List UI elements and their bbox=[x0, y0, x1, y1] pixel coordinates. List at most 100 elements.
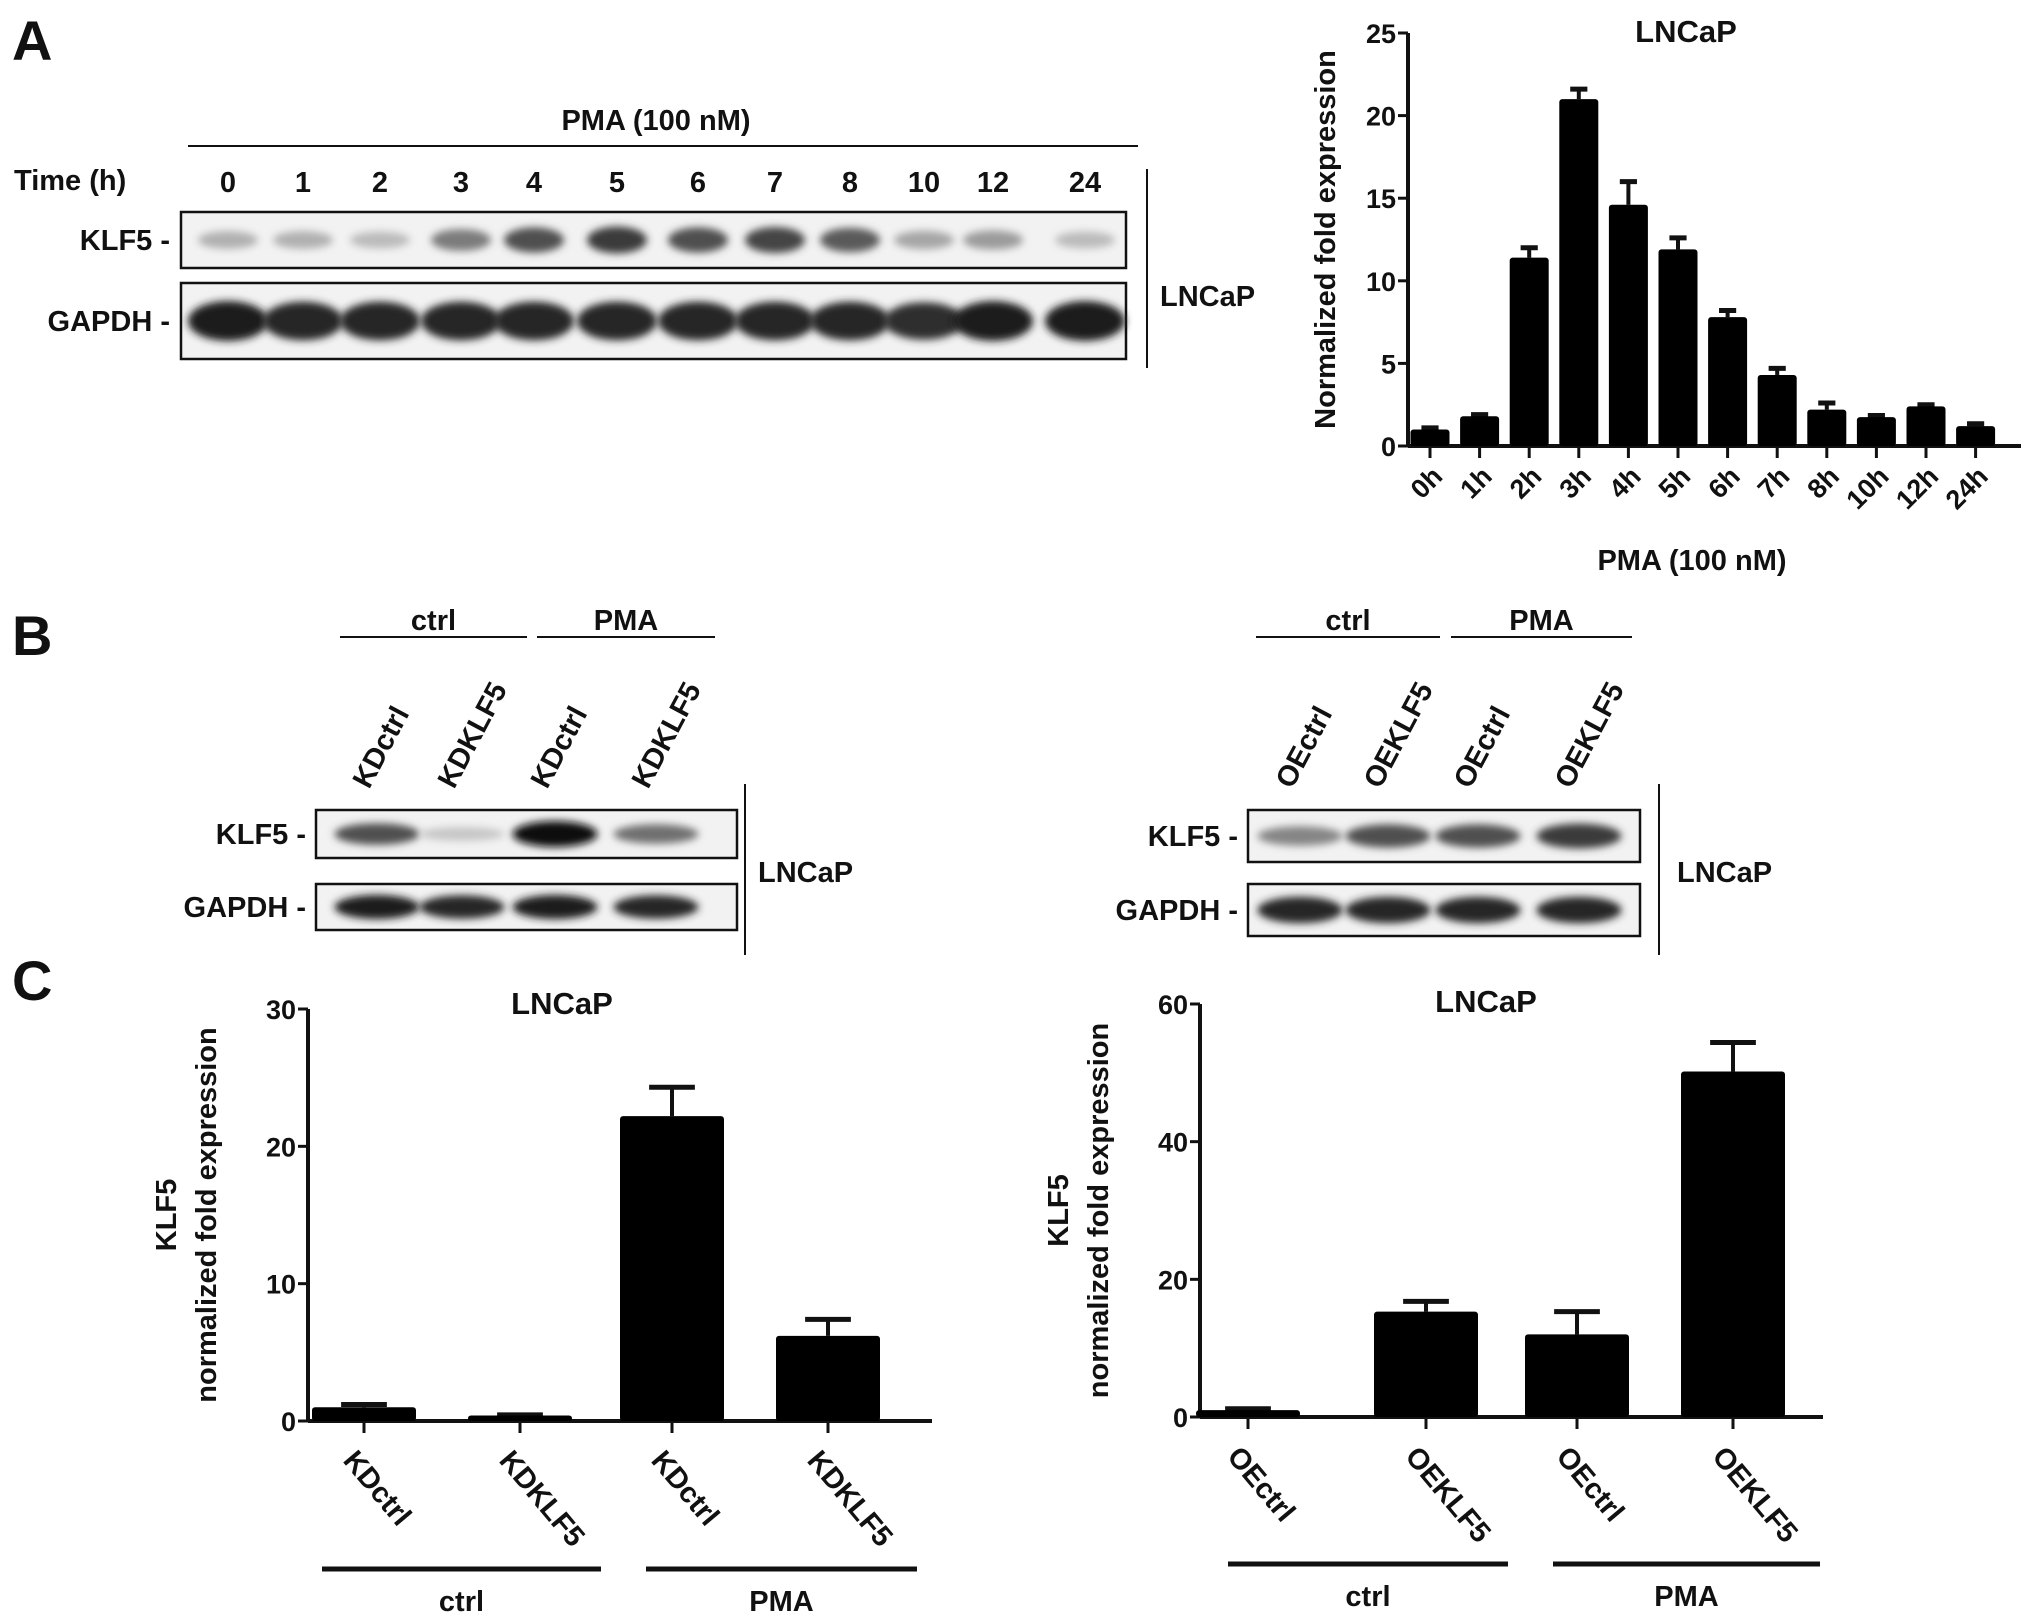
lane-label: 24 bbox=[1069, 167, 1101, 199]
lane-label: 6 bbox=[690, 167, 706, 199]
lane-label: KDctrl bbox=[525, 701, 594, 793]
blot-band bbox=[577, 301, 657, 341]
blot-band bbox=[334, 823, 420, 845]
blot-band bbox=[1536, 823, 1622, 849]
bar bbox=[1906, 406, 1946, 446]
x-tick-label: KDctrl bbox=[645, 1445, 725, 1532]
bar bbox=[1460, 416, 1500, 446]
blot-band bbox=[894, 230, 954, 250]
blot-band bbox=[512, 894, 598, 920]
y-tick-label: 10 bbox=[266, 1270, 296, 1300]
x-tick-label: KDKLF5 bbox=[801, 1445, 899, 1553]
lane-label: 3 bbox=[453, 167, 469, 199]
blot-band bbox=[587, 226, 647, 254]
bar bbox=[1757, 374, 1797, 446]
x-axis-label: PMA (100 nM) bbox=[1597, 545, 1786, 577]
blot-band bbox=[1536, 896, 1622, 924]
blot-band bbox=[1045, 301, 1125, 341]
group-label: ctrl bbox=[1345, 1581, 1390, 1613]
x-tick-label: 24h bbox=[1940, 461, 1994, 515]
blot-band bbox=[613, 895, 699, 919]
y-tick-label: 20 bbox=[1366, 102, 1396, 132]
bar bbox=[620, 1116, 724, 1421]
blot-band bbox=[963, 230, 1023, 250]
lane-label: KDctrl bbox=[347, 701, 416, 793]
x-tick-label: OEctrl bbox=[1221, 1441, 1301, 1528]
blot-band bbox=[953, 301, 1033, 341]
blot-band bbox=[494, 301, 574, 341]
x-tick-label: 6h bbox=[1702, 461, 1745, 504]
group-label: PMA bbox=[749, 1586, 814, 1618]
lane-label: 1 bbox=[295, 167, 311, 199]
x-tick-label: 8h bbox=[1802, 461, 1845, 504]
group-label: PMA bbox=[594, 605, 659, 637]
bar bbox=[776, 1335, 880, 1421]
x-tick-label: OEKLF5 bbox=[1706, 1441, 1804, 1549]
blot-band bbox=[431, 229, 491, 251]
blot-band bbox=[512, 821, 598, 847]
blot-row-label: KLF5 - bbox=[1148, 821, 1238, 853]
bar bbox=[1681, 1071, 1785, 1417]
group-label: ctrl bbox=[411, 605, 456, 637]
bar-chart-knockdown: 0 10 20 30 LNCaP KLF5 normalized fold expressi… bbox=[151, 986, 932, 1618]
blot-band bbox=[198, 231, 258, 249]
blot-row-label: GAPDH - bbox=[1116, 895, 1238, 927]
blot-row-label: GAPDH - bbox=[48, 306, 170, 338]
x-tick-label: 0h bbox=[1405, 461, 1448, 504]
bar bbox=[1807, 409, 1847, 446]
panel-label-a: A bbox=[12, 9, 52, 72]
western-blot-time-course: PMA (100 nM) Time (h) 0 1 2 3 4 5 6 7 8 10 12 24 KL… bbox=[14, 105, 1255, 368]
y-tick-label: 5 bbox=[1381, 349, 1396, 379]
bar bbox=[1856, 417, 1896, 446]
blot-band bbox=[810, 301, 890, 341]
blot-band bbox=[419, 895, 505, 919]
bar bbox=[312, 1407, 416, 1421]
blot-band bbox=[419, 827, 505, 841]
lane-label: OEctrl bbox=[1270, 701, 1339, 793]
treatment-label: PMA (100 nM) bbox=[561, 105, 750, 137]
y-tick-label: 10 bbox=[1366, 267, 1396, 297]
y-axis-label: KLF5 bbox=[151, 1179, 183, 1252]
blot-band bbox=[273, 231, 333, 249]
blot-band bbox=[613, 824, 699, 844]
blot-band bbox=[1345, 896, 1431, 924]
y-tick-label: 0 bbox=[1173, 1403, 1188, 1433]
blot-band bbox=[668, 227, 728, 253]
chart-title: LNCaP bbox=[511, 986, 613, 1021]
x-tick-label: 4h bbox=[1603, 461, 1646, 504]
group-label: PMA bbox=[1509, 605, 1574, 637]
bar bbox=[1608, 204, 1648, 446]
bar bbox=[1509, 257, 1549, 446]
y-tick-label: 30 bbox=[266, 995, 296, 1025]
group-label: ctrl bbox=[1325, 605, 1370, 637]
bar bbox=[1374, 1311, 1478, 1417]
y-axis-label: Normalized fold expression bbox=[1310, 50, 1342, 429]
chart-title: LNCaP bbox=[1635, 14, 1737, 49]
group-label: ctrl bbox=[439, 1586, 484, 1618]
bar bbox=[1658, 249, 1698, 446]
blot-band bbox=[735, 301, 815, 341]
blot-band bbox=[340, 301, 420, 341]
blot-band bbox=[1257, 826, 1343, 846]
lane-label: 8 bbox=[842, 167, 858, 199]
cell-line-label: LNCaP bbox=[758, 857, 853, 889]
cell-line-label: LNCaP bbox=[1677, 857, 1772, 889]
x-tick-label: 12h bbox=[1890, 461, 1944, 515]
blot-band bbox=[1257, 896, 1343, 924]
bar bbox=[1410, 429, 1450, 446]
lane-label: 0 bbox=[220, 167, 236, 199]
time-label: Time (h) bbox=[14, 165, 126, 197]
blot-band bbox=[820, 227, 880, 253]
blot-band bbox=[188, 301, 268, 341]
chart-title: LNCaP bbox=[1435, 984, 1537, 1019]
bar bbox=[1196, 1410, 1300, 1417]
panel-label-c: C bbox=[12, 949, 52, 1012]
y-tick-label: 0 bbox=[281, 1407, 296, 1437]
bar-chart-overexpression: 0 20 40 60 LNCaP KLF5 normalized fold expressi… bbox=[1043, 984, 1823, 1613]
y-tick-label: 15 bbox=[1366, 184, 1396, 214]
lane-label: 10 bbox=[908, 167, 940, 199]
x-tick-label: 10h bbox=[1841, 461, 1895, 515]
bar bbox=[1559, 99, 1599, 446]
x-tick-label: KDctrl bbox=[337, 1445, 417, 1532]
